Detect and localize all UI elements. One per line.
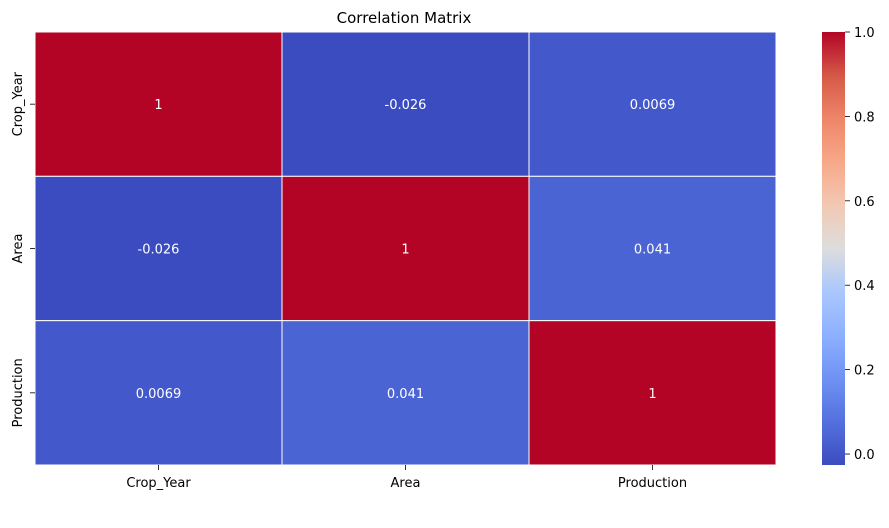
colorbar-tick-label: 0.2 — [854, 364, 875, 379]
heatmap-cell — [528, 31, 777, 177]
chart-title: Correlation Matrix — [337, 9, 472, 27]
colorbar-tick-label: 0.0 — [854, 448, 875, 463]
heatmap-cell — [281, 31, 530, 177]
y-tick-label: Production — [11, 358, 26, 427]
cell-annotation: 0.0069 — [630, 98, 676, 113]
cell-annotation: -0.026 — [138, 243, 180, 258]
cell-annotation: 0.041 — [634, 243, 671, 258]
heatmap-cell — [34, 175, 283, 322]
colorbar-tick-label: 0.6 — [854, 195, 875, 210]
colorbar-tick-label: 0.4 — [854, 279, 875, 294]
cell-annotation: 0.0069 — [136, 387, 182, 402]
cell-annotation: 1 — [648, 387, 656, 402]
heatmap-cell — [34, 31, 283, 177]
x-tick-label: Area — [391, 476, 421, 491]
cell-annotation: 1 — [401, 243, 409, 258]
colorbar — [822, 32, 845, 465]
cell-annotation: -0.026 — [385, 98, 427, 113]
heatmap-cell — [34, 320, 283, 466]
x-tick-label: Crop_Year — [126, 476, 191, 491]
heatmap-cell — [281, 320, 530, 466]
y-tick-label: Area — [11, 234, 26, 264]
colorbar-tick-label: 0.8 — [854, 110, 875, 125]
cell-annotation: 1 — [154, 98, 162, 113]
x-tick-label: Production — [618, 476, 687, 491]
colorbar-tick-label: 1.0 — [854, 26, 875, 41]
heatmap-cell — [528, 175, 777, 322]
heatmap-cell — [281, 175, 530, 322]
y-tick-label: Crop_Year — [11, 71, 26, 136]
cell-annotation: 0.041 — [387, 387, 424, 402]
